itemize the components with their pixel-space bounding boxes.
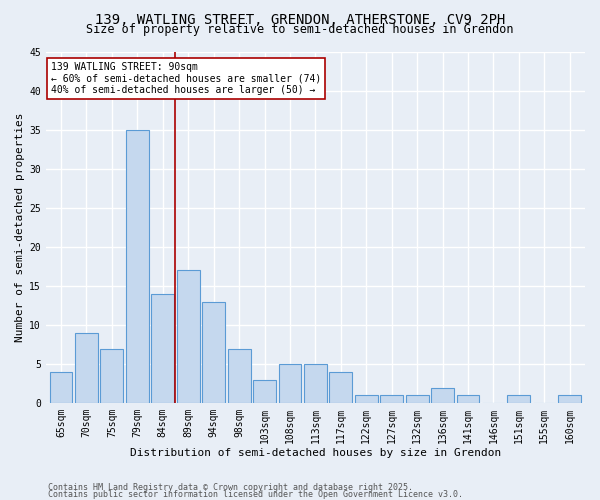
Bar <box>278 364 301 403</box>
Text: 139 WATLING STREET: 90sqm
← 60% of semi-detached houses are smaller (74)
40% of : 139 WATLING STREET: 90sqm ← 60% of semi-… <box>51 62 322 96</box>
X-axis label: Distribution of semi-detached houses by size in Grendon: Distribution of semi-detached houses by … <box>130 448 501 458</box>
Bar <box>431 388 454 403</box>
Bar <box>100 348 124 403</box>
Y-axis label: Number of semi-detached properties: Number of semi-detached properties <box>15 112 25 342</box>
Bar <box>329 372 352 403</box>
Bar <box>304 364 327 403</box>
Bar <box>177 270 200 403</box>
Bar <box>457 396 479 403</box>
Text: Contains HM Land Registry data © Crown copyright and database right 2025.: Contains HM Land Registry data © Crown c… <box>48 484 413 492</box>
Bar <box>75 333 98 403</box>
Bar <box>508 396 530 403</box>
Text: 139, WATLING STREET, GRENDON, ATHERSTONE, CV9 2PH: 139, WATLING STREET, GRENDON, ATHERSTONE… <box>95 12 505 26</box>
Bar <box>355 396 378 403</box>
Bar <box>558 396 581 403</box>
Bar <box>406 396 428 403</box>
Bar <box>227 348 251 403</box>
Bar <box>126 130 149 403</box>
Text: Size of property relative to semi-detached houses in Grendon: Size of property relative to semi-detach… <box>86 22 514 36</box>
Bar <box>202 302 225 403</box>
Text: Contains public sector information licensed under the Open Government Licence v3: Contains public sector information licen… <box>48 490 463 499</box>
Bar <box>253 380 276 403</box>
Bar <box>151 294 174 403</box>
Bar <box>380 396 403 403</box>
Bar <box>50 372 73 403</box>
